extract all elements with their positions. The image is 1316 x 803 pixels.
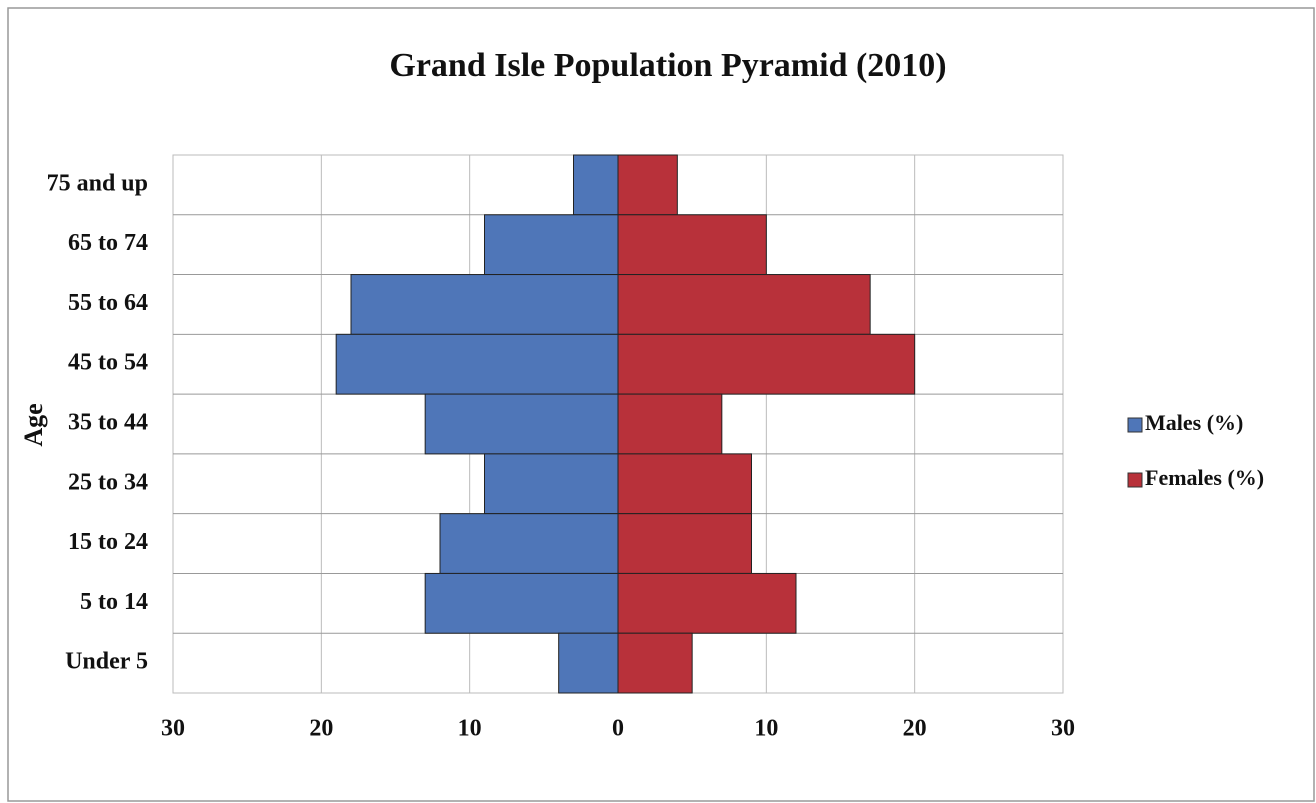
x-tick-label: 10	[754, 716, 778, 742]
y-tick-label: 25 to 34	[68, 469, 148, 495]
legend-swatch	[1127, 417, 1143, 433]
y-tick-label: 75 and up	[47, 170, 148, 196]
y-tick-label: 35 to 44	[68, 410, 148, 436]
y-tick-label: 65 to 74	[68, 230, 148, 256]
bar	[617, 393, 723, 455]
bar	[424, 572, 619, 634]
bar	[617, 632, 693, 694]
legend-label: Males (%)	[1145, 410, 1243, 435]
legend-label: Females (%)	[1145, 465, 1264, 490]
bar	[617, 572, 797, 634]
bar	[617, 154, 678, 216]
y-tick-label: 55 to 64	[68, 290, 148, 316]
legend-swatch	[1127, 472, 1143, 488]
bar	[617, 333, 916, 395]
y-axis-label: Age	[19, 403, 48, 446]
bar	[350, 274, 619, 335]
bar	[617, 453, 752, 515]
x-tick-label: 10	[458, 716, 482, 742]
bar	[617, 214, 767, 276]
y-tick-label: 45 to 54	[68, 350, 148, 376]
x-tick-label: 30	[1051, 716, 1075, 742]
y-tick-label: 15 to 24	[68, 529, 148, 555]
bar	[558, 632, 619, 694]
y-tick-label: Under 5	[65, 649, 148, 675]
bar	[424, 393, 619, 455]
chart-title: Grand Isle Population Pyramid (2010)	[389, 47, 946, 84]
y-tick-label: 5 to 14	[80, 589, 148, 615]
bar	[484, 453, 619, 515]
x-tick-label: 30	[161, 716, 185, 742]
bar	[617, 513, 752, 574]
x-tick-label: 20	[309, 716, 333, 742]
bar	[573, 154, 619, 216]
x-tick-label: 0	[612, 716, 624, 742]
bar	[335, 333, 619, 395]
bar	[617, 274, 871, 335]
bar	[439, 513, 619, 574]
bar	[484, 214, 619, 276]
x-tick-label: 20	[903, 716, 927, 742]
